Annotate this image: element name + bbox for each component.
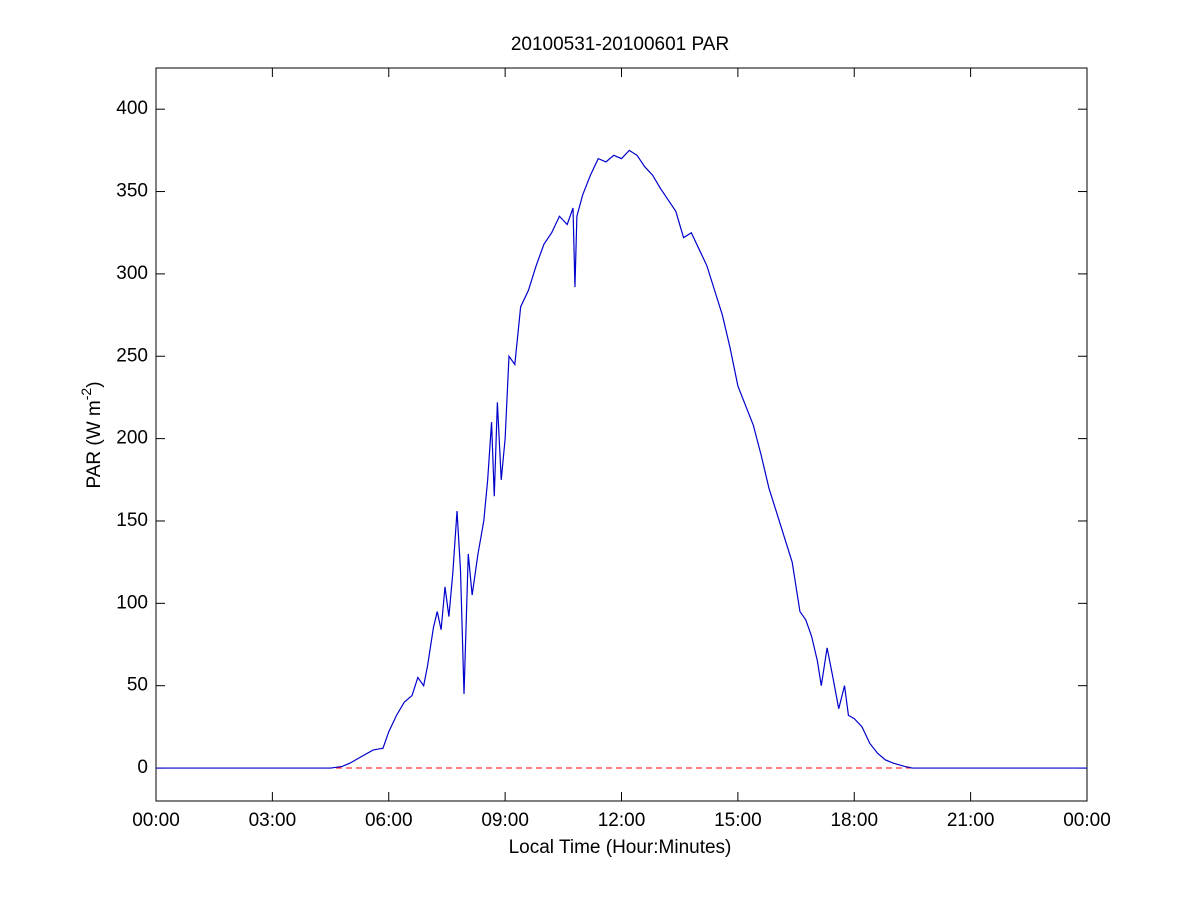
y-label-superscript: -2 bbox=[78, 388, 94, 401]
x-tick-label: 09:00 bbox=[481, 810, 529, 831]
y-axis-label: PAR (W m-2) bbox=[78, 381, 105, 488]
y-tick-label: 0 bbox=[137, 757, 148, 778]
data-line bbox=[156, 149, 1087, 769]
x-tick-label: 00:00 bbox=[132, 810, 180, 831]
x-tick-label: 03:00 bbox=[249, 810, 297, 831]
plot-area bbox=[155, 67, 1088, 802]
y-label-suffix: ) bbox=[84, 381, 105, 387]
x-tick-label: 06:00 bbox=[365, 810, 413, 831]
y-tick-label: 300 bbox=[116, 263, 148, 284]
y-tick-label: 250 bbox=[116, 345, 148, 366]
x-tick-label: 18:00 bbox=[830, 810, 878, 831]
x-tick-label: 15:00 bbox=[714, 810, 762, 831]
y-tick-label: 150 bbox=[116, 510, 148, 531]
y-tick-label: 50 bbox=[127, 675, 148, 696]
x-tick-label: 21:00 bbox=[947, 810, 995, 831]
chart-title: 20100531-20100601 PAR bbox=[511, 34, 729, 55]
y-tick-label: 350 bbox=[116, 181, 148, 202]
x-tick-label: 12:00 bbox=[598, 810, 646, 831]
y-tick-label: 200 bbox=[116, 428, 148, 449]
y-tick-label: 100 bbox=[116, 592, 148, 613]
y-label-text: PAR (W m bbox=[84, 400, 105, 488]
x-axis-label: Local Time (Hour:Minutes) bbox=[509, 837, 732, 858]
x-tick-label: 00:00 bbox=[1063, 810, 1111, 831]
y-tick-label: 400 bbox=[116, 98, 148, 119]
